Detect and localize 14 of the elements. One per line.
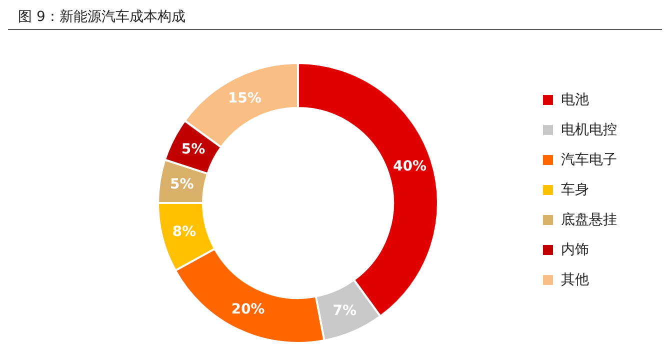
legend-label: 电机电控 [561, 121, 617, 140]
legend-label: 车身 [561, 181, 589, 200]
chart-title: 图 9：新能源汽车成本构成 [8, 8, 662, 30]
data-label: 40% [392, 158, 427, 175]
legend-label: 汽车电子 [561, 151, 617, 170]
legend-label: 其他 [561, 271, 589, 290]
data-label: 20% [231, 301, 265, 318]
data-label: 5% [170, 176, 194, 193]
data-label: 5% [181, 142, 206, 158]
legend-label: 电池 [561, 91, 589, 110]
data-label: 8% [172, 224, 196, 240]
data-label: 15% [228, 90, 262, 106]
legend-label: 底盘悬挂 [561, 211, 617, 230]
legend-label: 内饰 [561, 241, 589, 260]
